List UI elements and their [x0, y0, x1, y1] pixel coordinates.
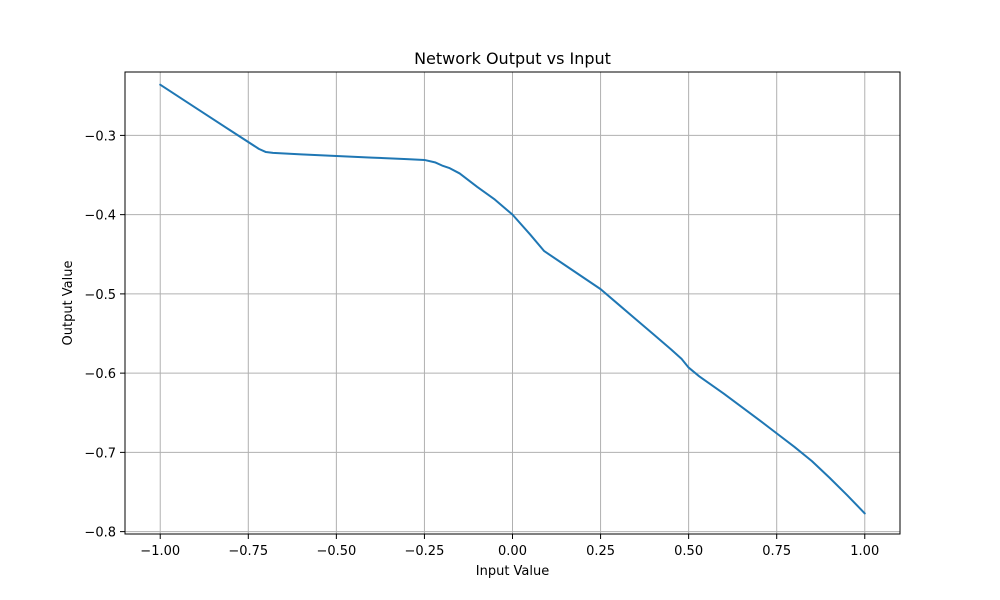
x-tick-label: 0.75 — [762, 544, 791, 559]
y-axis: −0.3 −0.4 −0.5 −0.6 −0.7 −0.8 — [84, 129, 125, 541]
series-layer — [159, 83, 866, 515]
x-tick-label: 0.25 — [586, 544, 615, 559]
y-tick-label: −0.8 — [84, 526, 116, 541]
series-line — [159, 83, 866, 515]
chart-title: Network Output vs Input — [414, 49, 611, 68]
x-tick-label: −1.00 — [140, 544, 180, 559]
grid — [125, 72, 900, 534]
y-tick-label: −0.6 — [84, 367, 116, 382]
y-tick-label: −0.3 — [84, 129, 116, 144]
x-tick-label: −0.75 — [228, 544, 268, 559]
y-tick-label: −0.7 — [84, 446, 116, 461]
x-tick-label: 0.00 — [498, 544, 527, 559]
x-tick-label: −0.25 — [405, 544, 445, 559]
y-tick-label: −0.5 — [84, 288, 116, 303]
x-tick-label: 0.50 — [674, 544, 703, 559]
x-tick-label: −0.50 — [316, 544, 356, 559]
y-axis-label: Output Value — [61, 261, 76, 346]
x-tick-label: 1.00 — [850, 544, 879, 559]
x-axis: −1.00 −0.75 −0.50 −0.25 0.00 0.25 0.50 0.75 1.00 — [140, 534, 879, 559]
x-axis-label: Input Value — [476, 564, 550, 579]
y-tick-label: −0.4 — [84, 209, 116, 224]
